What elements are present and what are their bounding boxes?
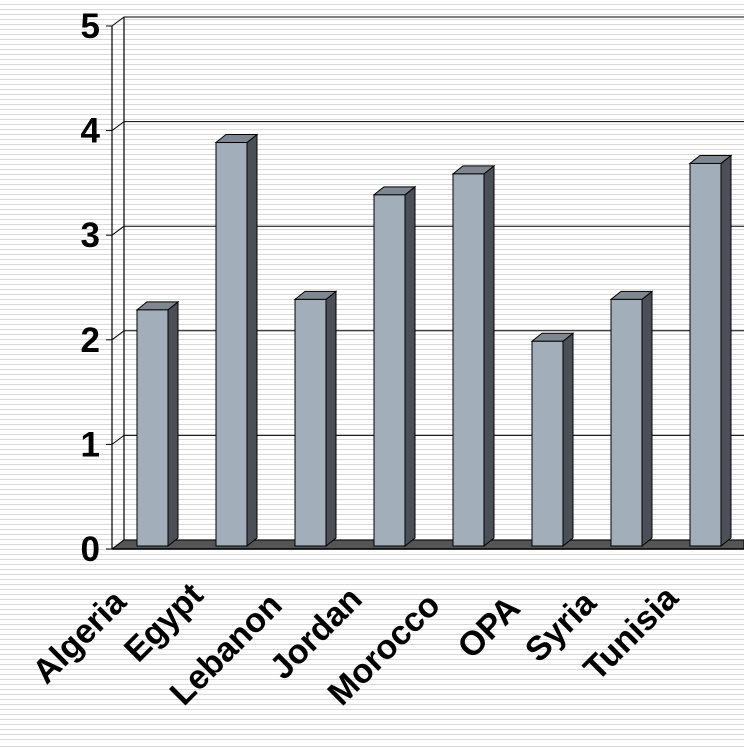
axes — [106, 17, 744, 550]
y-tick-label: 0 — [81, 530, 100, 569]
bar-opa — [530, 332, 575, 548]
bar-side — [246, 133, 258, 548]
bar — [215, 142, 248, 547]
bar — [689, 162, 722, 547]
x-tick-label: Algeria — [25, 582, 134, 691]
y-tick-label: 3 — [81, 216, 100, 255]
bars — [135, 133, 733, 548]
wall-grid-diagonal — [111, 434, 125, 445]
y-tick-label: 2 — [81, 321, 100, 360]
bar — [373, 194, 406, 547]
bar-side — [641, 290, 653, 548]
bar — [610, 298, 643, 547]
bar — [136, 309, 169, 547]
x-tick-label: OPA — [450, 589, 527, 666]
bar — [294, 298, 327, 547]
bar-side — [562, 332, 574, 548]
bar-side — [404, 185, 416, 548]
bar-lebanon — [293, 290, 338, 548]
y-tick-label: 5 — [81, 7, 100, 46]
bar — [531, 340, 564, 547]
y-tick-label: 1 — [81, 425, 100, 464]
bar-side — [325, 290, 337, 548]
bar — [452, 173, 485, 547]
y-tick-label: 4 — [81, 112, 101, 151]
wall-grid-diagonal — [111, 121, 125, 132]
bar-side — [483, 164, 495, 548]
wall-grid-diagonal — [111, 16, 125, 27]
wall-grid-diagonal — [111, 330, 125, 341]
bar-algeria — [135, 300, 180, 548]
bar-side — [167, 300, 179, 548]
bar-egypt — [214, 133, 259, 548]
bar-jordan — [372, 185, 417, 548]
x-tick-label: Tunisia — [576, 578, 686, 688]
bar-side — [720, 154, 732, 548]
bar-syria — [609, 290, 654, 548]
bar-tunisia — [688, 154, 733, 548]
wall-grid-diagonal — [111, 225, 125, 236]
y-tick-labels: 0 1 2 3 4 5 — [81, 7, 101, 569]
bar-morocco — [451, 164, 496, 548]
chart-floor — [110, 539, 744, 550]
